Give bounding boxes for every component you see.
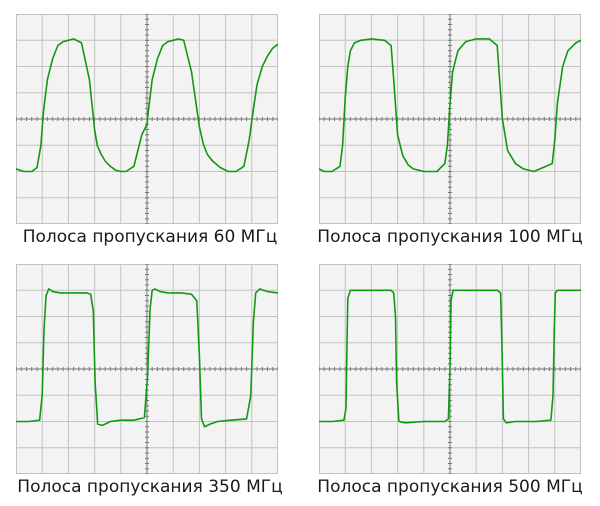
panel-100mhz: Полоса пропускания 100 МГц	[300, 0, 600, 253]
oscilloscope-screen-60mhz	[16, 14, 278, 224]
caption-500mhz: Полоса пропускания 500 МГц	[317, 477, 583, 497]
signal-trace	[319, 38, 581, 173]
signal-trace	[16, 288, 278, 428]
oscilloscope-screen-350mhz	[16, 264, 278, 474]
oscilloscope-screen-500mhz	[319, 264, 581, 474]
signal-trace	[16, 38, 278, 173]
oscilloscope-screen-100mhz	[319, 14, 581, 224]
signal-trace	[319, 289, 581, 424]
caption-100mhz: Полоса пропускания 100 МГц	[317, 227, 583, 247]
caption-350mhz: Полоса пропускания 350 МГц	[17, 477, 283, 497]
caption-60mhz: Полоса пропускания 60 МГц	[22, 227, 278, 247]
panel-60mhz: Полоса пропускания 60 МГц	[0, 0, 300, 253]
panel-350mhz: Полоса пропускания 350 МГц	[0, 250, 300, 503]
panel-500mhz: Полоса пропускания 500 МГц	[300, 250, 600, 503]
